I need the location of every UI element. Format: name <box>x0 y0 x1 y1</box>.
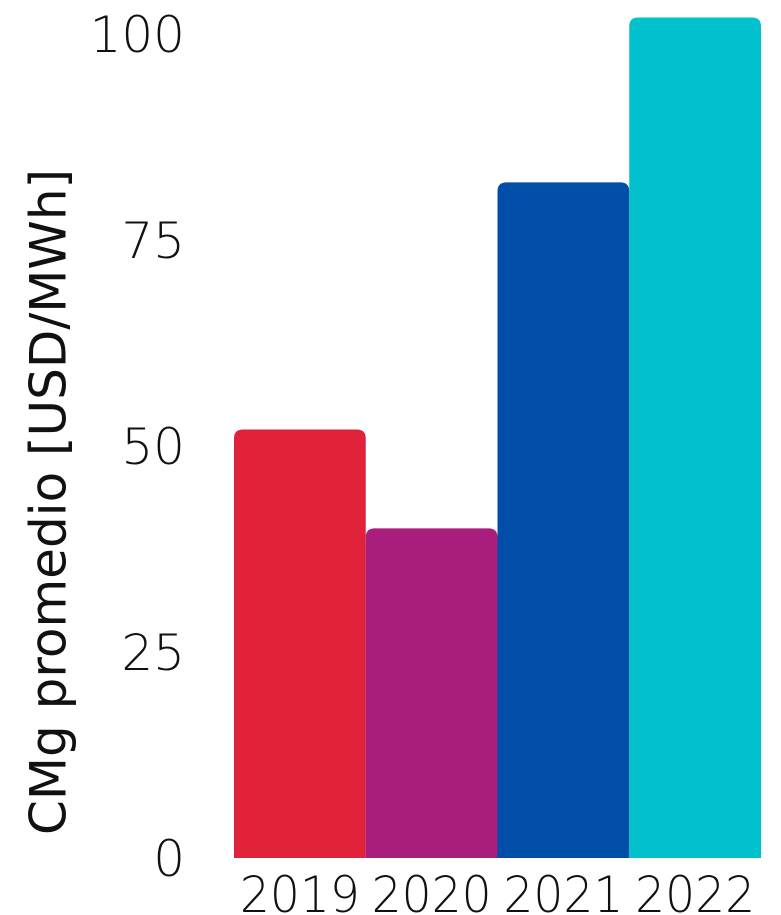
x-tick-label: 2020 <box>372 866 492 915</box>
x-axis-ticks: 2019 2020 2021 2022 <box>240 866 755 915</box>
y-axis-ticks: 0 25 50 75 100 <box>90 6 185 888</box>
x-tick-label: 2021 <box>503 866 623 915</box>
bar-2021 <box>497 182 630 858</box>
y-tick-label: 0 <box>153 830 185 888</box>
y-tick-label: 75 <box>121 212 185 270</box>
y-tick-label: 25 <box>121 624 185 682</box>
y-axis-title: CMg promedio [USD/MWh] <box>20 169 78 835</box>
y-tick-label: 50 <box>121 418 185 476</box>
x-tick-label: 2019 <box>240 866 360 915</box>
x-tick-label: 2022 <box>635 866 755 915</box>
bars <box>234 17 761 858</box>
bar-2019 <box>234 429 366 858</box>
bar-2022 <box>629 17 761 858</box>
y-tick-label: 100 <box>90 6 185 64</box>
bar-2020 <box>365 528 498 858</box>
